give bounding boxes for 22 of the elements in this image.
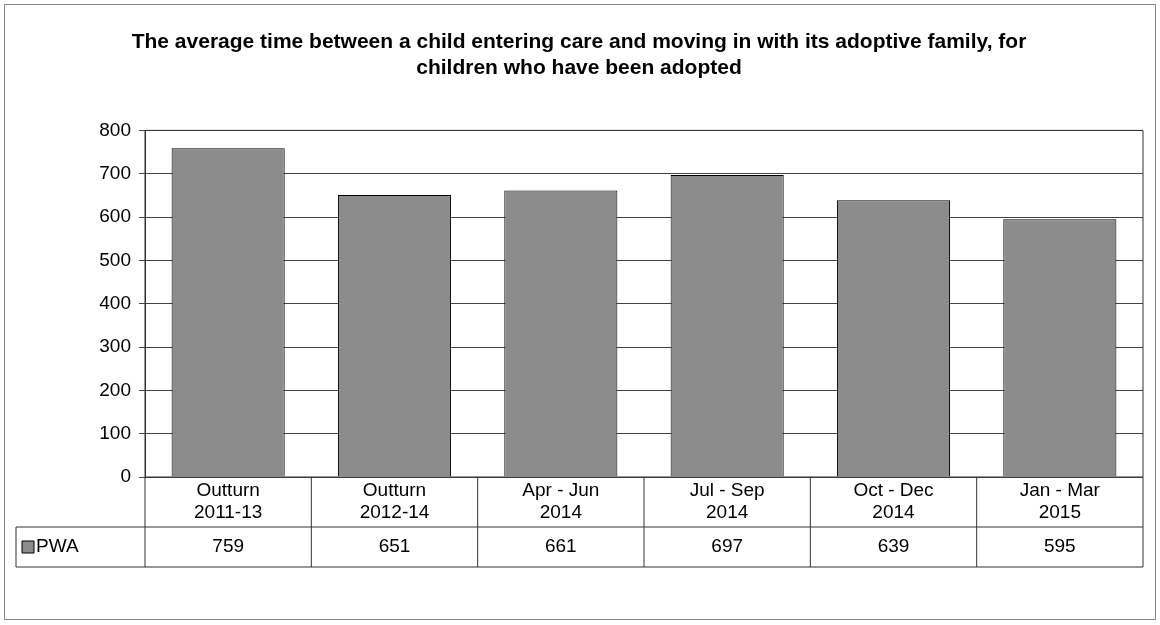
y-tick-label: 0 xyxy=(120,465,131,487)
data-label: 697 xyxy=(711,535,744,557)
y-tick-label: 100 xyxy=(99,421,131,443)
x-tick-label: Apr - Jun 2014 xyxy=(522,479,600,523)
data-label: 759 xyxy=(212,535,245,557)
data-label: 595 xyxy=(1043,535,1076,557)
data-label: 639 xyxy=(877,535,910,557)
x-tick-label: Oct - Dec 2014 xyxy=(853,479,934,523)
x-tick-label: Outturn 2011-13 xyxy=(194,479,263,523)
y-tick-label: 500 xyxy=(99,248,131,270)
y-tick-label: 800 xyxy=(99,118,131,140)
y-tick-label: 300 xyxy=(99,335,131,357)
data-label: 661 xyxy=(544,535,577,557)
x-tick-label: Jan - Mar 2015 xyxy=(1019,479,1101,523)
chart-title: The average time between a child entering care and moving in with its adoptive family, for children who have been adopted xyxy=(131,29,1027,78)
y-tick-label: 400 xyxy=(99,291,131,313)
data-label: 651 xyxy=(378,535,411,557)
x-tick-label: Outturn 2012-14 xyxy=(359,479,430,523)
y-tick-label: 600 xyxy=(99,205,131,227)
x-tick-label: Jul - Sep 2014 xyxy=(689,479,765,523)
y-tick-label: 700 xyxy=(99,161,131,183)
y-tick-label: 200 xyxy=(99,378,131,400)
